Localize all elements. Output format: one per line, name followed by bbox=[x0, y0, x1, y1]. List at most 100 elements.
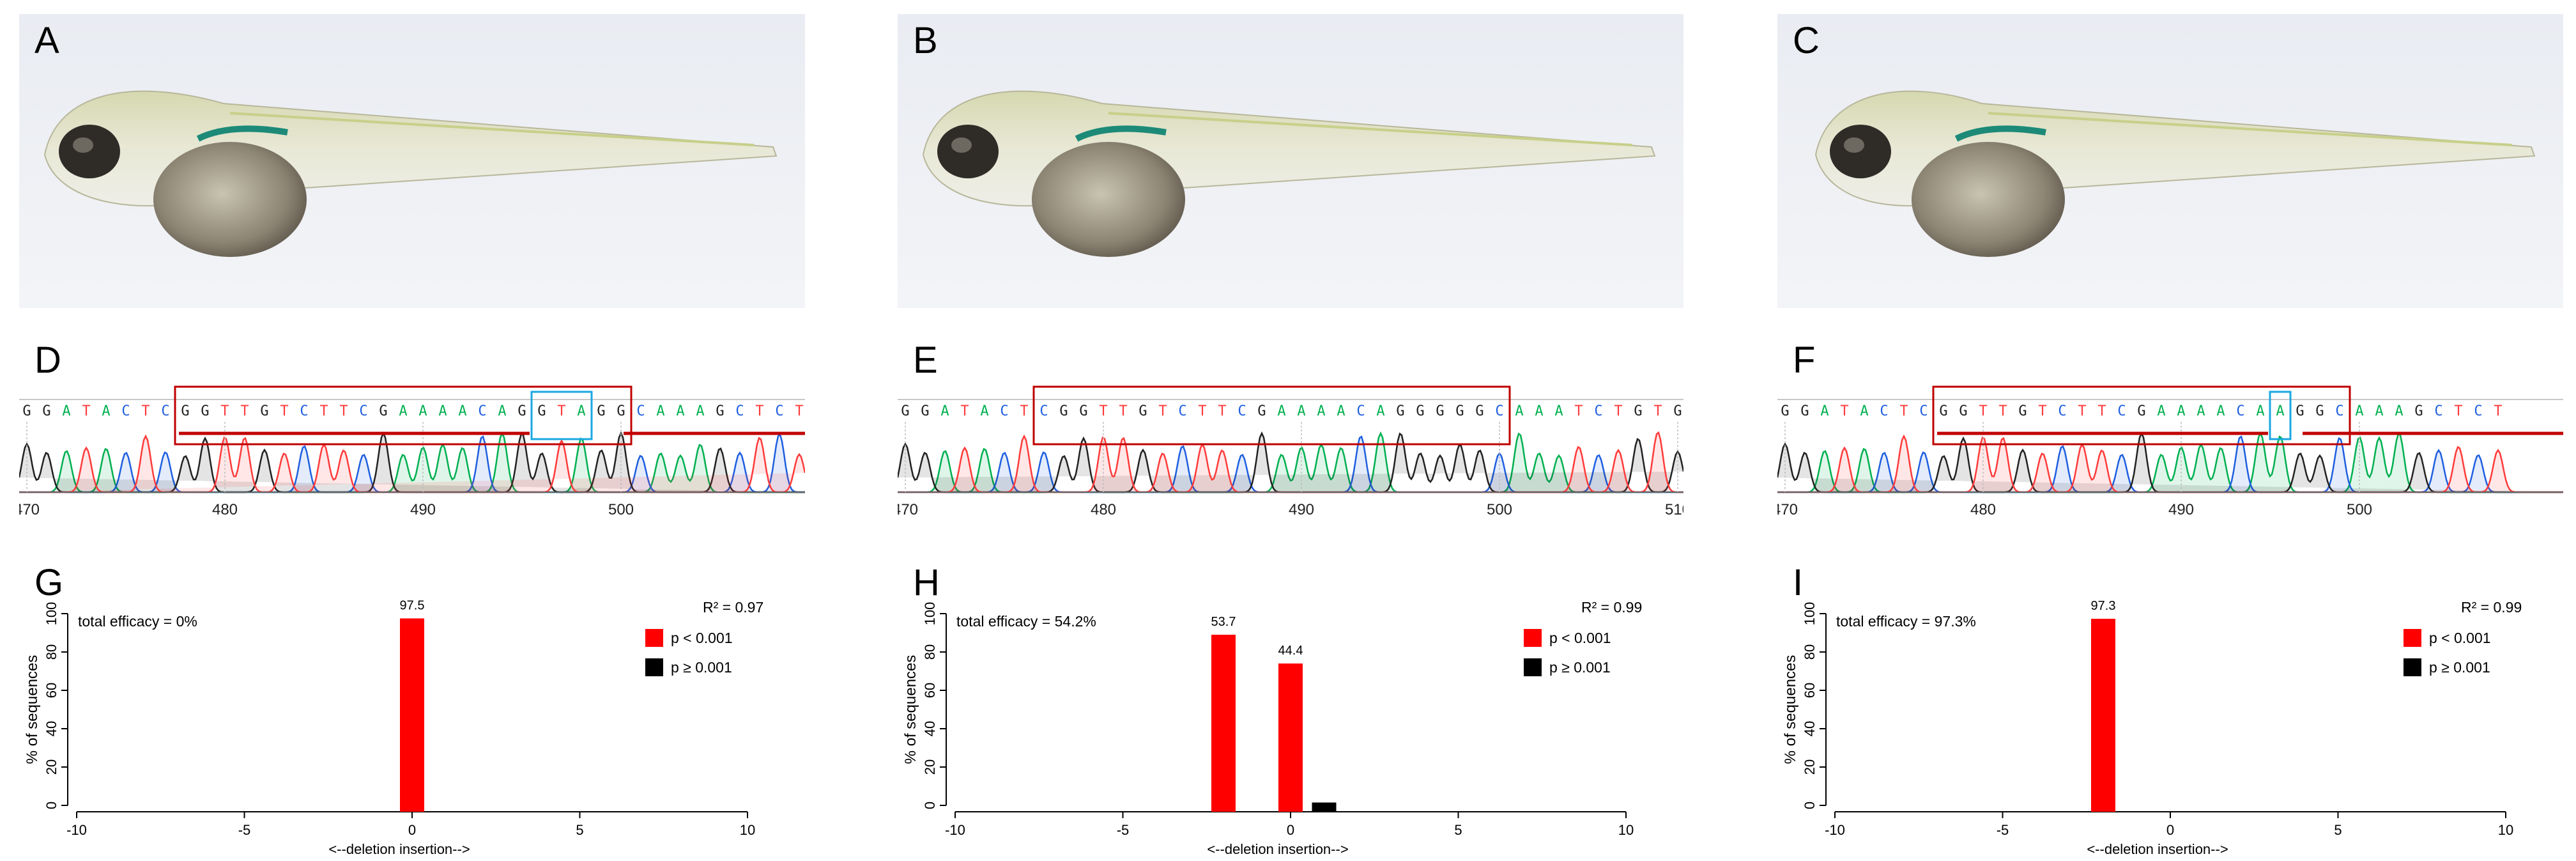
pam-box bbox=[2269, 391, 2292, 440]
legend-label-sig: p < 0.001 bbox=[2429, 630, 2491, 646]
y-axis-label: % of sequences bbox=[902, 655, 919, 764]
position-label: 510 bbox=[1665, 501, 1683, 518]
base-call: A bbox=[2355, 403, 2363, 419]
base-call: A bbox=[980, 403, 988, 419]
base-call: C bbox=[121, 403, 130, 419]
y-tick-label: 20 bbox=[922, 759, 938, 775]
base-call: A bbox=[418, 403, 427, 419]
base-call: T bbox=[1574, 403, 1583, 419]
position-label: 480 bbox=[212, 501, 238, 518]
base-call: G bbox=[2296, 403, 2304, 419]
position-label: 500 bbox=[608, 501, 634, 518]
base-call: C bbox=[1000, 403, 1008, 419]
yolk-sac bbox=[1912, 142, 2065, 257]
x-tick-label: -10 bbox=[1825, 822, 1845, 838]
base-call: A bbox=[2216, 403, 2225, 419]
base-call: G bbox=[901, 403, 909, 419]
y-tick-label: 100 bbox=[922, 602, 938, 626]
notochord bbox=[1108, 112, 1633, 146]
base-call: A bbox=[1554, 403, 1563, 419]
base-call: T bbox=[1979, 403, 1987, 419]
x-tick-label: -5 bbox=[1117, 822, 1130, 838]
bar bbox=[1278, 663, 1303, 812]
base-call: T bbox=[1614, 403, 1622, 419]
base-call: G bbox=[1781, 403, 1789, 419]
yolk-sac bbox=[1032, 142, 1185, 257]
base-call: T bbox=[339, 403, 348, 419]
base-call: C bbox=[2058, 403, 2066, 419]
base-call: C bbox=[1178, 403, 1186, 419]
base-call: A bbox=[2196, 403, 2205, 419]
total-efficacy: total efficacy = 54.2% bbox=[956, 613, 1096, 630]
base-call: T bbox=[1198, 403, 1206, 419]
y-tick-label: 80 bbox=[922, 644, 938, 660]
y-tick-label: 20 bbox=[1802, 759, 1818, 775]
base-call: G bbox=[1416, 403, 1424, 419]
base-call: G bbox=[2414, 403, 2423, 419]
base-call: G bbox=[1800, 403, 1809, 419]
base-call: G bbox=[1079, 403, 1087, 419]
base-call: G bbox=[537, 403, 546, 419]
base-call: G bbox=[1138, 403, 1147, 419]
base-call: G bbox=[1257, 403, 1266, 419]
y-tick-label: 0 bbox=[1802, 802, 1818, 809]
base-call: G bbox=[1959, 403, 1967, 419]
larva-image bbox=[19, 14, 805, 308]
legend-label-nonsig: p ≥ 0.001 bbox=[671, 659, 732, 676]
base-call: T bbox=[2097, 403, 2106, 419]
indel-histogram-h: 0 20 40 60 80 100 -10 -5 0 5 10 % of sequences <--de… bbox=[898, 556, 1683, 857]
base-call: G bbox=[1673, 403, 1682, 419]
base-call: T bbox=[557, 403, 565, 419]
y-tick-label: 60 bbox=[922, 683, 938, 698]
x-tick-label: 0 bbox=[1287, 822, 1294, 838]
legend-label-nonsig: p ≥ 0.001 bbox=[2429, 659, 2490, 676]
base-call: T bbox=[795, 403, 803, 419]
larva-photo-b bbox=[898, 14, 1683, 308]
base-call: G bbox=[518, 403, 526, 419]
total-efficacy: total efficacy = 97.3% bbox=[1836, 613, 1976, 630]
base-call: T bbox=[1099, 403, 1107, 419]
y-tick-label: 20 bbox=[43, 759, 59, 775]
eye bbox=[937, 125, 999, 178]
base-call: A bbox=[1297, 403, 1305, 419]
position-label: 500 bbox=[2347, 501, 2372, 518]
swim-bladder bbox=[196, 125, 288, 142]
base-call: C bbox=[775, 403, 783, 419]
base-call: T bbox=[1218, 403, 1226, 419]
position-label: 480 bbox=[1091, 501, 1116, 518]
legend-swatch-nonsig bbox=[645, 658, 663, 676]
base-call: A bbox=[2157, 403, 2165, 419]
base-call: G bbox=[22, 403, 31, 419]
base-call: G bbox=[1396, 403, 1404, 419]
base-call: A bbox=[2375, 403, 2383, 419]
target-box bbox=[174, 385, 632, 446]
y-axis-label: % of sequences bbox=[1782, 655, 1799, 764]
base-call: C bbox=[161, 403, 169, 419]
legend-swatch-sig bbox=[2404, 629, 2421, 647]
base-call: T bbox=[1998, 403, 2007, 419]
base-call: G bbox=[1939, 403, 1947, 419]
y-tick-label: 0 bbox=[922, 802, 938, 809]
base-call: A bbox=[1515, 403, 1523, 419]
panel-label-i: I bbox=[1793, 562, 1804, 603]
pam-box bbox=[530, 391, 593, 440]
base-call: G bbox=[716, 403, 724, 419]
y-tick-label: 40 bbox=[1802, 721, 1818, 736]
bar bbox=[1211, 635, 1236, 812]
larva-photo-a bbox=[19, 14, 805, 308]
notochord bbox=[229, 112, 755, 146]
base-call: T bbox=[755, 403, 763, 419]
base-call: C bbox=[359, 403, 367, 419]
base-call: A bbox=[498, 403, 506, 419]
base-call: T bbox=[141, 403, 150, 419]
base-call: T bbox=[2454, 403, 2462, 419]
x-tick-label: 5 bbox=[2334, 822, 2342, 838]
swim-bladder bbox=[1075, 125, 1167, 142]
x-tick-label: 0 bbox=[408, 822, 416, 838]
base-call: G bbox=[2315, 403, 2324, 419]
panel-label-e: E bbox=[913, 339, 938, 381]
base-call: G bbox=[42, 403, 50, 419]
x-tick-label: -5 bbox=[1997, 822, 2009, 838]
